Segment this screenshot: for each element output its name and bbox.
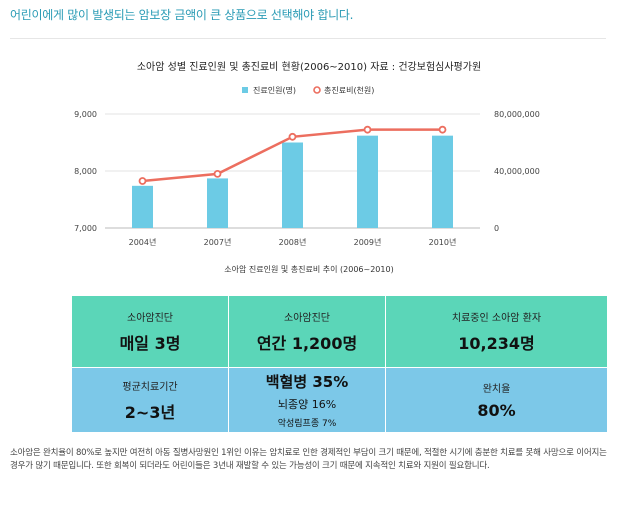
chart-title: 소아암 성별 진료인원 및 총진료비 현황(2006~2010) 자료 : 건강… [137, 61, 481, 73]
stat-value: 80% [477, 401, 516, 420]
line-point [288, 132, 297, 141]
right-tick-label: 80,000,000 [494, 110, 540, 119]
stat-value: 2~3년 [124, 402, 176, 422]
chart-caption: 소아암 진료인원 및 총진료비 추이 (2006~2010) [224, 264, 393, 274]
x-tick-label: 2004년 [129, 237, 157, 247]
left-tick-label: 7,000 [74, 224, 97, 233]
right-tick-label: 40,000,000 [494, 167, 540, 176]
combo-chart: 소아암 성별 진료인원 및 총진료비 현황(2006~2010) 자료 : 건강… [74, 61, 540, 274]
x-tick-label: 2009년 [354, 237, 382, 247]
divider [10, 38, 606, 39]
x-tick-label: 2007년 [204, 237, 232, 247]
stat-leukemia: 백혈병 35% [265, 373, 349, 391]
stat-daily-diagnosis: 소아암진단 매일 3명 [72, 296, 228, 367]
stat-patients-in-treatment: 치료중인 소아암 환자 10,234명 [386, 296, 607, 367]
left-tick-label: 9,000 [74, 110, 97, 119]
bar [207, 178, 228, 228]
stat-value: 10,234명 [458, 334, 535, 353]
bar [432, 135, 453, 228]
stat-label: 완치율 [482, 384, 511, 395]
chart-legend: 진료인원(명) 총진료비(천원) [242, 85, 374, 95]
stat-annual-diagnosis: 소아암진단 연간 1,200명 [229, 296, 385, 367]
bar [357, 135, 378, 228]
bar-series [132, 135, 453, 228]
legend-bar-swatch [242, 87, 248, 93]
legend-line-swatch [313, 86, 321, 94]
legend-bar-label: 진료인원(명) [253, 85, 296, 95]
stat-cancer-types: 백혈병 35% 뇌종양 16% 악성림프종 7% [229, 368, 385, 432]
legend-line-label: 총진료비(천원) [324, 85, 374, 95]
stat-label: 치료중인 소아암 환자 [451, 313, 542, 324]
line-point [213, 169, 222, 178]
line-series [138, 125, 447, 185]
footnote: 소아암은 완치율이 80%로 높지만 여전히 아동 질병사망원인 1위인 이유는… [10, 448, 607, 471]
bar [132, 185, 153, 228]
stat-treatment-period: 평균치료기간 2~3년 [72, 368, 228, 432]
stat-cure-rate: 완치율 80% [386, 368, 607, 432]
stat-lymphoma: 악성림프종 7% [277, 419, 337, 429]
x-tick-label: 2008년 [279, 237, 307, 247]
stat-label: 소아암진단 [284, 313, 330, 324]
stat-label: 소아암진단 [127, 313, 173, 324]
x-tick-label: 2010년 [429, 237, 457, 247]
line-point [363, 125, 372, 134]
stat-value: 연간 1,200명 [256, 334, 358, 353]
stat-brain-tumor: 뇌종양 16% [277, 398, 337, 411]
right-tick-label: 0 [494, 224, 499, 233]
line-point [138, 177, 147, 185]
stats-grid: 소아암진단 매일 3명 소아암진단 연간 1,200명 치료중인 소아암 환자 … [72, 296, 607, 432]
bar [282, 142, 303, 228]
stat-value: 매일 3명 [119, 334, 181, 353]
headline: 어린이에게 많이 발생되는 암보장 금액이 큰 상품으로 선택해야 합니다. [10, 8, 354, 22]
chart-axes: 7,000 8,000 9,000 0 40,000,000 80,000,000 2004… [74, 110, 540, 247]
left-tick-label: 8,000 [74, 167, 97, 176]
stat-label: 평균치료기간 [122, 381, 178, 393]
line-point [438, 125, 447, 134]
